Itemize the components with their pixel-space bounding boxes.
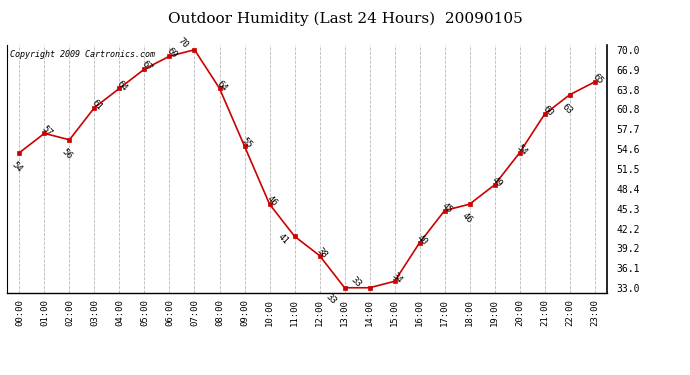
Text: 67: 67: [140, 59, 155, 73]
Text: 64: 64: [215, 79, 229, 93]
Text: Outdoor Humidity (Last 24 Hours)  20090105: Outdoor Humidity (Last 24 Hours) 2009010…: [168, 11, 522, 26]
Text: 64: 64: [115, 79, 129, 93]
Text: 40: 40: [415, 233, 429, 247]
Text: 54: 54: [515, 143, 529, 157]
Text: 38: 38: [315, 246, 329, 260]
Text: 46: 46: [266, 194, 279, 208]
Text: 63: 63: [560, 102, 574, 115]
Text: 60: 60: [540, 104, 555, 118]
Text: 45: 45: [440, 201, 455, 215]
Text: 49: 49: [491, 175, 504, 189]
Text: 70: 70: [177, 36, 190, 50]
Text: 34: 34: [391, 272, 404, 285]
Text: 54: 54: [10, 160, 23, 174]
Text: 33: 33: [324, 292, 337, 306]
Text: 55: 55: [240, 136, 255, 150]
Text: 56: 56: [59, 147, 74, 160]
Text: 57: 57: [40, 124, 55, 138]
Text: 65: 65: [591, 72, 604, 86]
Text: 41: 41: [277, 232, 290, 246]
Text: Copyright 2009 Cartronics.com: Copyright 2009 Cartronics.com: [10, 50, 155, 59]
Text: 69: 69: [166, 46, 179, 60]
Text: 33: 33: [348, 275, 363, 289]
Text: 46: 46: [460, 211, 474, 225]
Text: 61: 61: [90, 98, 104, 112]
